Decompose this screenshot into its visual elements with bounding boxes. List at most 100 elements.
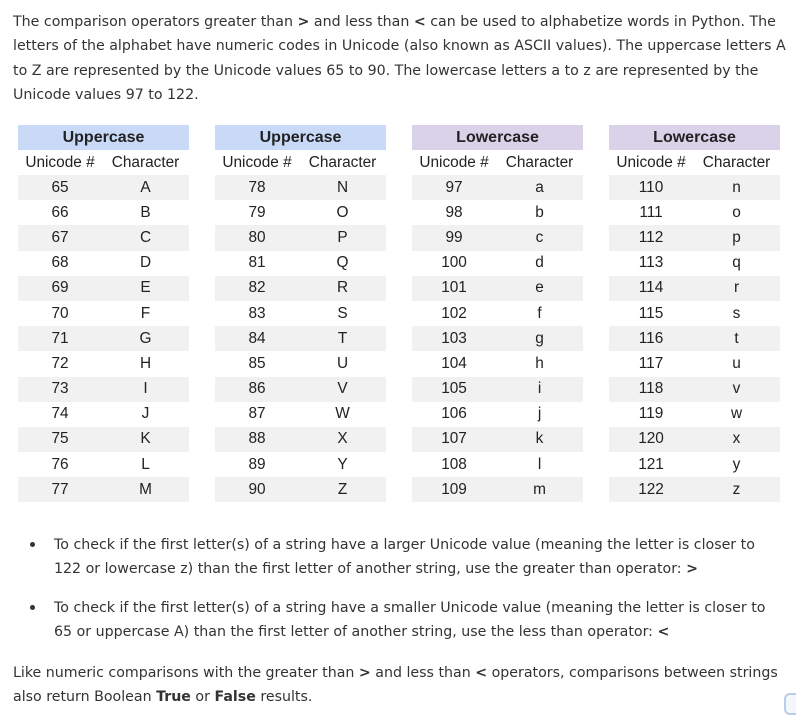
unicode-value-cell: 122 — [609, 477, 694, 503]
table-row: 74 J 87 W 106 j 119 w — [18, 401, 780, 427]
outro-greater-than-symbol: > — [358, 665, 371, 681]
unicode-value-cell: 114 — [609, 275, 694, 301]
unicode-value-cell: 84 — [215, 326, 300, 352]
unicode-value-cell: 75 — [18, 426, 102, 453]
unicode-value-cell: 97 — [412, 175, 497, 201]
intro-text-1: The comparison operators greater than — [13, 14, 298, 30]
unicode-value-cell: 89 — [248, 455, 266, 473]
table-row: 72 H 85 U 104 h 117 u — [18, 351, 780, 377]
character-cell: W — [335, 405, 350, 423]
character-cell: A — [102, 175, 190, 201]
unicode-table: Uppercase Uppercase Lowercase Lowercase … — [18, 125, 781, 503]
unicode-value-cell: 73 — [18, 376, 102, 402]
character-cell: r — [693, 275, 781, 301]
bullet-operator: < — [657, 623, 670, 640]
bullet-dot-icon — [30, 542, 35, 547]
character-cell: M — [102, 477, 190, 503]
table-row: 73 I 86 V 105 i 118 v — [18, 376, 781, 402]
character-cell: c — [496, 225, 584, 251]
table-row: 75 K 88 X 107 k 120 x — [18, 426, 781, 453]
unicode-value-cell: 109 — [412, 477, 497, 503]
outro-true-word: True — [156, 689, 191, 706]
character-cell: i — [496, 376, 584, 402]
character-cell: m — [496, 477, 584, 503]
unicode-value-cell: 76 — [51, 455, 69, 473]
outro-text-2: and less than — [370, 665, 476, 681]
outro-text-1: Like numeric comparisons with the greate… — [13, 665, 359, 681]
table-row: 76 L 89 Y 108 l 121 y — [18, 452, 780, 478]
column-header-character: Character — [505, 153, 574, 171]
character-cell: R — [299, 275, 387, 301]
table-row: 68 D 81 Q 100 d 113 q — [18, 250, 780, 276]
unicode-value-cell: 107 — [412, 426, 497, 453]
column-header-character: Character — [702, 153, 771, 171]
unicode-value-cell: 79 — [248, 203, 266, 221]
character-cell: Q — [336, 254, 349, 272]
unicode-value-cell: 67 — [18, 225, 102, 251]
unicode-value-cell: 86 — [215, 376, 300, 402]
character-cell: g — [496, 326, 584, 352]
unicode-value-cell: 87 — [248, 405, 266, 423]
unicode-value-cell: 69 — [18, 275, 102, 301]
character-cell: T — [299, 326, 387, 352]
unicode-value-cell: 70 — [51, 304, 69, 322]
unicode-value-cell: 120 — [609, 426, 694, 453]
column-header-character: Character — [111, 153, 180, 171]
intro-paragraph: The comparison operators greater than > … — [13, 10, 788, 107]
table-body: 65 A 78 N 97 a 110 n 66 B 79 O 98 b 111 o 67 C 80 P 99 c 112 p 6… — [18, 175, 781, 503]
character-cell: y — [732, 455, 741, 473]
unicode-value-cell: 81 — [248, 254, 266, 272]
column-header-unicode: Unicode # — [25, 153, 95, 171]
unicode-value-cell: 100 — [441, 254, 467, 272]
unicode-value-cell: 80 — [215, 225, 300, 251]
unicode-value-cell: 116 — [609, 326, 694, 352]
character-cell: h — [535, 354, 544, 372]
bullet-item-greater-than: To check if the first letter(s) of a str… — [0, 533, 796, 582]
unicode-value-cell: 78 — [215, 175, 300, 201]
outro-paragraph: Like numeric comparisons with the greate… — [13, 661, 788, 710]
character-cell: K — [102, 426, 190, 453]
unicode-value-cell: 98 — [445, 203, 463, 221]
group-header-uppercase-2: Uppercase — [215, 125, 387, 150]
unicode-value-cell: 77 — [18, 477, 102, 503]
character-cell: f — [537, 304, 542, 322]
bullet-dot-icon — [30, 604, 35, 610]
bullet-list: To check if the first letter(s) of a str… — [0, 533, 796, 658]
character-cell: p — [693, 225, 781, 251]
unicode-value-cell: 101 — [412, 275, 497, 301]
outro-less-than-symbol: < — [475, 665, 488, 681]
unicode-value-cell: 104 — [441, 354, 467, 372]
unicode-value-cell: 106 — [441, 405, 467, 423]
character-cell: C — [102, 225, 190, 251]
table-group-header-row: Uppercase Uppercase Lowercase Lowercase — [18, 125, 781, 150]
character-cell: b — [535, 203, 544, 221]
scroll-widget-icon[interactable] — [784, 693, 796, 715]
table-row: 71 G 84 T 103 g 116 t — [18, 326, 781, 352]
character-cell: S — [337, 304, 348, 322]
unicode-value-cell: 74 — [51, 405, 69, 423]
character-cell: a — [496, 175, 584, 201]
unicode-value-cell: 111 — [639, 203, 663, 221]
character-cell: J — [141, 405, 150, 423]
unicode-value-cell: 72 — [51, 354, 69, 372]
character-cell: E — [102, 275, 190, 301]
table-sub-header-row: Unicode # Character Unicode # Character … — [18, 150, 780, 175]
outro-text-4: or — [190, 689, 215, 706]
character-cell: l — [537, 455, 542, 473]
table-row: 70 F 83 S 102 f 115 s — [18, 300, 780, 327]
table-row: 69 E 82 R 101 e 114 r — [18, 275, 781, 301]
character-cell: F — [140, 304, 151, 322]
group-header-lowercase-2: Lowercase — [609, 125, 781, 150]
character-cell: n — [693, 175, 781, 201]
character-cell: V — [299, 376, 387, 402]
unicode-value-cell: 117 — [638, 354, 664, 372]
character-cell: o — [732, 203, 741, 221]
table-row: 67 C 80 P 99 c 112 p — [18, 225, 781, 251]
character-cell: d — [535, 254, 544, 272]
unicode-value-cell: 105 — [412, 376, 497, 402]
character-cell: x — [693, 426, 781, 453]
intro-less-than-symbol: < — [413, 14, 426, 30]
character-cell: Z — [299, 477, 387, 503]
unicode-value-cell: 115 — [638, 304, 664, 322]
character-cell: v — [693, 376, 781, 402]
